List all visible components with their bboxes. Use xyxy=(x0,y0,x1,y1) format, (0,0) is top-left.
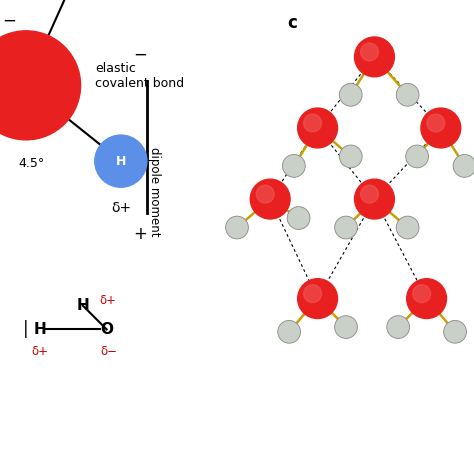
Text: H: H xyxy=(34,322,46,337)
Circle shape xyxy=(287,207,310,229)
Circle shape xyxy=(226,216,248,239)
Circle shape xyxy=(335,216,357,239)
Text: −: − xyxy=(2,12,16,30)
Text: δ+: δ+ xyxy=(32,345,49,357)
Circle shape xyxy=(298,108,337,148)
Circle shape xyxy=(0,31,81,140)
Circle shape xyxy=(413,285,430,302)
Circle shape xyxy=(339,83,362,106)
Circle shape xyxy=(283,155,305,177)
Circle shape xyxy=(304,114,321,132)
Text: δ+: δ+ xyxy=(111,201,131,216)
Circle shape xyxy=(250,179,290,219)
Text: dipole moment: dipole moment xyxy=(147,147,161,237)
Circle shape xyxy=(95,135,147,187)
Text: H: H xyxy=(116,155,126,168)
Circle shape xyxy=(278,320,301,343)
Circle shape xyxy=(339,145,362,168)
Text: elastic
covalent bond: elastic covalent bond xyxy=(95,62,184,90)
Circle shape xyxy=(335,316,357,338)
Circle shape xyxy=(396,216,419,239)
Circle shape xyxy=(355,37,394,77)
Circle shape xyxy=(361,43,378,61)
Text: δ+: δ+ xyxy=(100,294,117,308)
Text: δ−: δ− xyxy=(100,345,118,357)
Circle shape xyxy=(453,155,474,177)
Circle shape xyxy=(298,279,337,319)
Circle shape xyxy=(406,145,428,168)
Circle shape xyxy=(361,185,378,203)
Text: O: O xyxy=(100,322,113,337)
Text: H: H xyxy=(77,298,89,313)
Circle shape xyxy=(427,114,445,132)
Circle shape xyxy=(444,320,466,343)
Circle shape xyxy=(387,316,410,338)
Text: −: − xyxy=(133,46,147,64)
Circle shape xyxy=(396,83,419,106)
Text: c: c xyxy=(287,14,297,32)
Text: |: | xyxy=(23,320,29,338)
Text: +: + xyxy=(133,225,147,243)
Circle shape xyxy=(355,179,394,219)
Circle shape xyxy=(256,185,274,203)
Circle shape xyxy=(421,108,461,148)
Text: 4.5°: 4.5° xyxy=(18,157,44,170)
Circle shape xyxy=(407,279,447,319)
Circle shape xyxy=(304,285,321,302)
